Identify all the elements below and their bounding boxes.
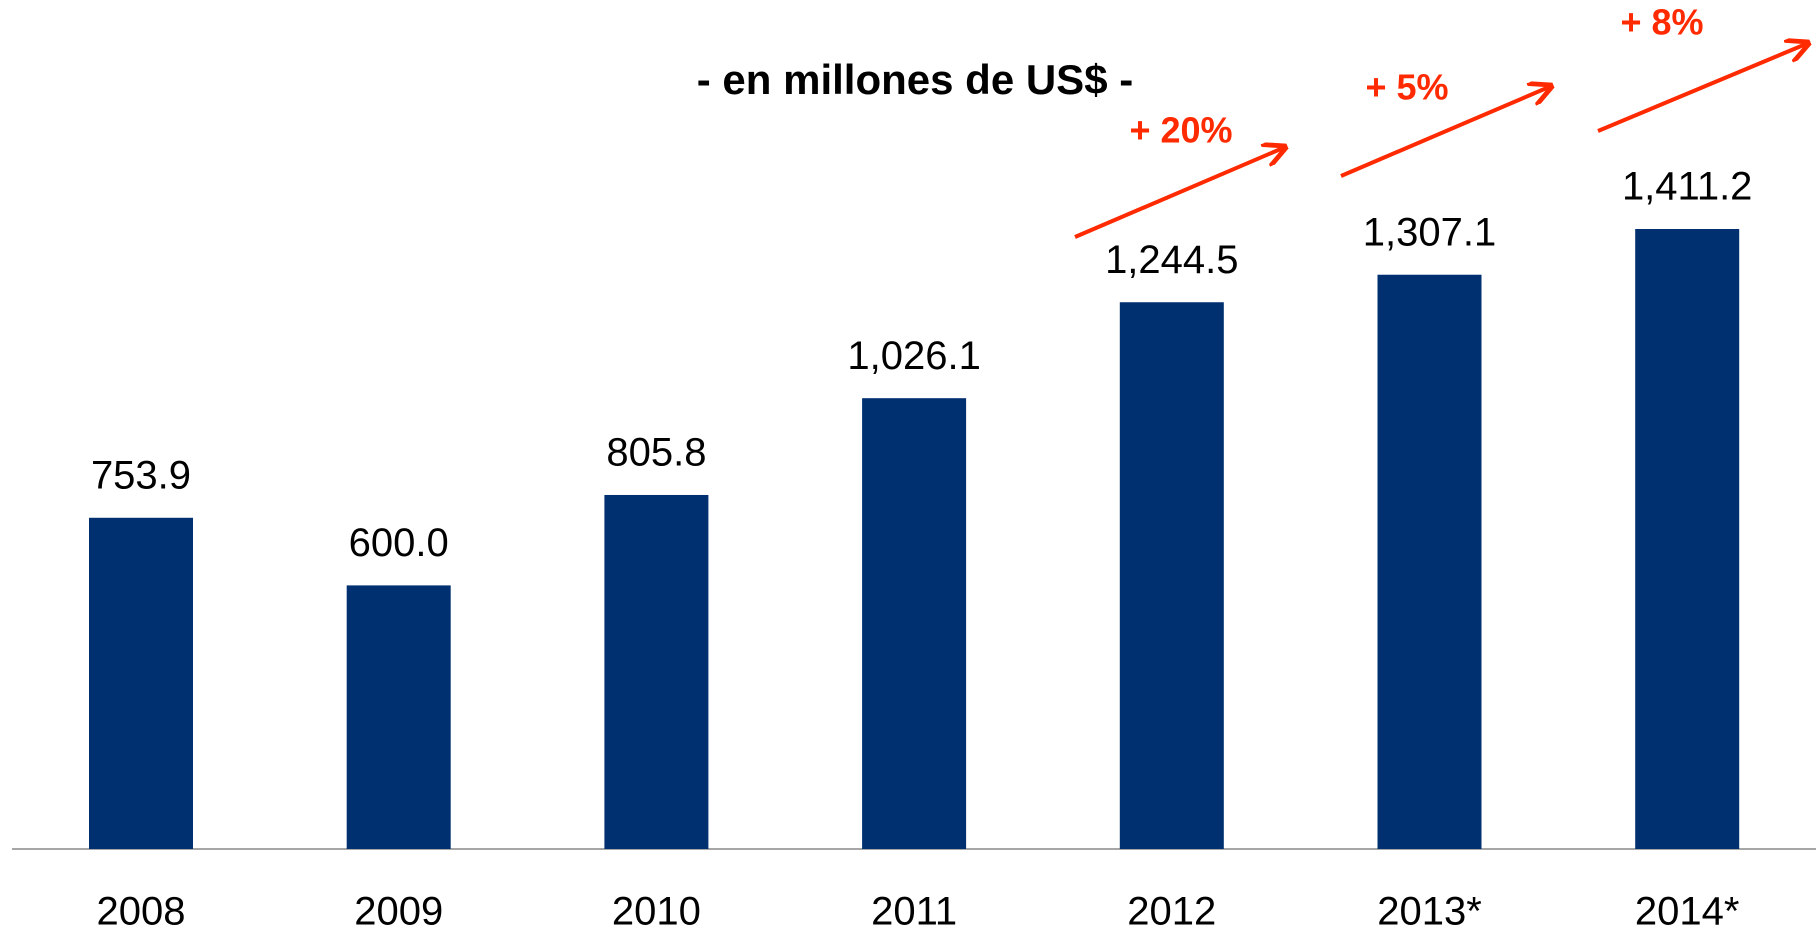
- growth-arrow: [1074, 148, 1283, 239]
- bar: [89, 517, 193, 849]
- x-tick-label: 2008: [97, 890, 186, 934]
- x-tick-label: 2009: [354, 890, 443, 934]
- bar: [604, 494, 709, 849]
- bar: [346, 585, 451, 849]
- value-label: 1,026.1: [847, 334, 980, 378]
- growth-annotation: + 20%: [1129, 110, 1232, 151]
- bar: [1377, 274, 1482, 849]
- value-label: 753.9: [91, 453, 191, 497]
- value-label: 600.0: [349, 521, 449, 565]
- x-tick-label: 2014*: [1635, 890, 1740, 934]
- value-label: 1,307.1: [1363, 210, 1496, 254]
- value-label: 805.8: [606, 431, 706, 475]
- bar: [1635, 229, 1740, 849]
- value-label: 1,244.5: [1105, 238, 1238, 282]
- x-tick-label: 2013*: [1377, 890, 1482, 934]
- bar: [862, 398, 967, 849]
- growth-arrow: [1597, 44, 1806, 133]
- growth-annotation: + 5%: [1365, 67, 1448, 108]
- growth-annotation: + 8%: [1620, 2, 1703, 43]
- x-tick-label: 2011: [871, 890, 957, 934]
- x-tick-label: 2012: [1127, 890, 1216, 934]
- value-label: 1,411.2: [1622, 165, 1753, 209]
- chart-title: - en millones de US$ -: [697, 56, 1133, 103]
- x-tick-label: 2010: [612, 890, 701, 934]
- growth-arrow: [1340, 87, 1549, 178]
- bar: [1119, 302, 1224, 849]
